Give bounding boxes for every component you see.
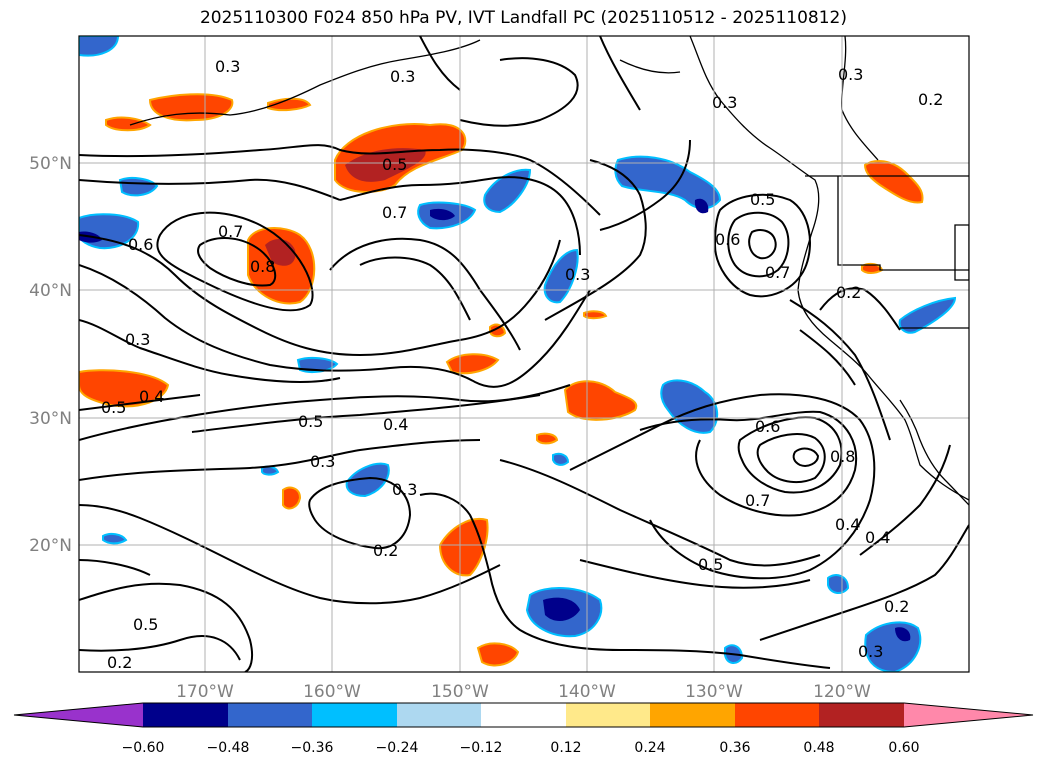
map-plot-area (79, 36, 969, 672)
pv-positive-core (345, 148, 426, 182)
lon-label: 120°W (813, 682, 871, 702)
contour-label: 0.5 (298, 412, 323, 431)
colorbar: −0.60 −0.48 −0.36 −0.24 −0.12 0.12 0.24 … (13, 702, 1034, 756)
contour-label: 0.3 (838, 65, 863, 84)
lat-label: 20°N (29, 536, 72, 556)
contour-label: 0.3 (858, 642, 883, 661)
colorbar-tick-label: 0.24 (634, 740, 665, 756)
lon-label: 170°W (176, 682, 234, 702)
contour-label: 0.5 (101, 398, 126, 417)
pv-positive-blob (267, 97, 312, 112)
pv-negative-blob (898, 296, 957, 334)
pv-positive-blob (863, 159, 924, 204)
colorbar-segment (566, 703, 650, 727)
colorbar-segment (650, 703, 735, 727)
contour-label: 0.4 (383, 415, 408, 434)
colorbar-outline (13, 702, 1034, 728)
colorbar-segment (819, 703, 904, 727)
pv-negative-blob (102, 532, 128, 545)
contour-label: 0.6 (128, 235, 153, 254)
contour-label: 0.3 (215, 57, 240, 76)
colorbar-tick-label: −0.24 (376, 740, 419, 756)
pv-negative-core (430, 208, 455, 221)
pv-negative-core (694, 198, 709, 214)
latitude-labels: 50°N 40°N 30°N 20°N (29, 154, 72, 556)
contour-label: 0.5 (382, 155, 407, 174)
contour-label: 0.4 (865, 528, 890, 547)
colorbar-segment (143, 703, 228, 727)
contour-label: 0.2 (884, 597, 909, 616)
contour-label: 0.6 (715, 230, 740, 249)
colorbar-tick-label: −0.60 (122, 740, 165, 756)
pv-negative-blob (543, 248, 579, 304)
contour-label: 0.2 (373, 541, 398, 560)
pv-negative-blob (296, 356, 339, 373)
contour-label: 0.2 (836, 283, 861, 302)
colorbar-segment (481, 703, 566, 727)
pv-positive-blob (105, 116, 152, 132)
colorbar-segment (735, 703, 819, 727)
contour-label: 0.6 (755, 417, 780, 436)
pv-positive-blob (282, 486, 302, 510)
colorbar-tick-label: −0.36 (291, 740, 334, 756)
colorbar-tick-label: 0.36 (719, 740, 750, 756)
colorbar-arrow-right (904, 703, 1033, 727)
lon-label: 130°W (685, 682, 743, 702)
contour-label: 0.7 (218, 222, 243, 241)
contour-label: 0.4 (139, 387, 164, 406)
pv-negative-blob (827, 574, 850, 594)
lon-label: 160°W (303, 682, 361, 702)
contour-label: 0.7 (745, 491, 770, 510)
lat-label: 30°N (29, 409, 72, 429)
graticule (79, 36, 969, 672)
pv-positive-blob (563, 380, 638, 421)
colorbar-segment (228, 703, 312, 727)
colorbar-arrow-left (14, 703, 143, 727)
contour-label: 0.3 (125, 330, 150, 349)
contour-label: 0.2 (107, 653, 132, 672)
contour-label: 0.5 (133, 615, 158, 634)
pv-negative-blob (552, 452, 570, 466)
colorbar-tick-label: −0.12 (460, 740, 503, 756)
pv-positive-blob (247, 227, 316, 305)
contour-label: 0.7 (765, 263, 790, 282)
pv-positive-blob (476, 642, 520, 667)
lat-label: 50°N (29, 154, 72, 174)
contour-label: 0.5 (750, 190, 775, 209)
pv-positive-blob (536, 432, 559, 445)
pv-negative-blob (483, 168, 532, 214)
map-frame (78, 35, 970, 673)
contour-label: 0.3 (392, 480, 417, 499)
pv-positive-blob (489, 323, 507, 338)
colorbar-tick-label: 0.12 (550, 740, 581, 756)
contour-label: 0.3 (565, 265, 590, 284)
colorbar-tick-label: −0.48 (207, 740, 250, 756)
contour-label: 0.8 (250, 257, 275, 276)
contour-label: 0.3 (310, 452, 335, 471)
colorbar-segment (312, 703, 397, 727)
contour-label: 0.3 (390, 67, 415, 86)
colorbar-segment (397, 703, 481, 727)
lon-label: 150°W (431, 682, 489, 702)
contour-label: 0.2 (918, 90, 943, 109)
lon-label: 140°W (558, 682, 616, 702)
pv-negative-core (543, 597, 580, 622)
colorbar-tick-label: 0.48 (803, 740, 834, 756)
colorbar-tick-label: 0.60 (888, 740, 919, 756)
contour-labels: 0.3 0.3 0.5 0.7 0.7 0.8 0.6 0.3 0.3 0.5 … (101, 57, 943, 672)
pv-contours (79, 36, 969, 672)
contour-label: 0.4 (835, 515, 860, 534)
contour-label: 0.8 (830, 447, 855, 466)
pv-negative-core (895, 627, 911, 642)
map-title: 2025110300 F024 850 hPa PV, IVT Landfall… (199, 8, 847, 28)
contour-label: 0.5 (698, 555, 723, 574)
contour-label: 0.7 (382, 203, 407, 222)
pv-negative-blob (345, 462, 390, 498)
longitude-labels: 170°W 160°W 150°W 140°W 130°W 120°W (176, 682, 871, 702)
lat-label: 40°N (29, 281, 72, 301)
contour-label: 0.3 (712, 93, 737, 112)
